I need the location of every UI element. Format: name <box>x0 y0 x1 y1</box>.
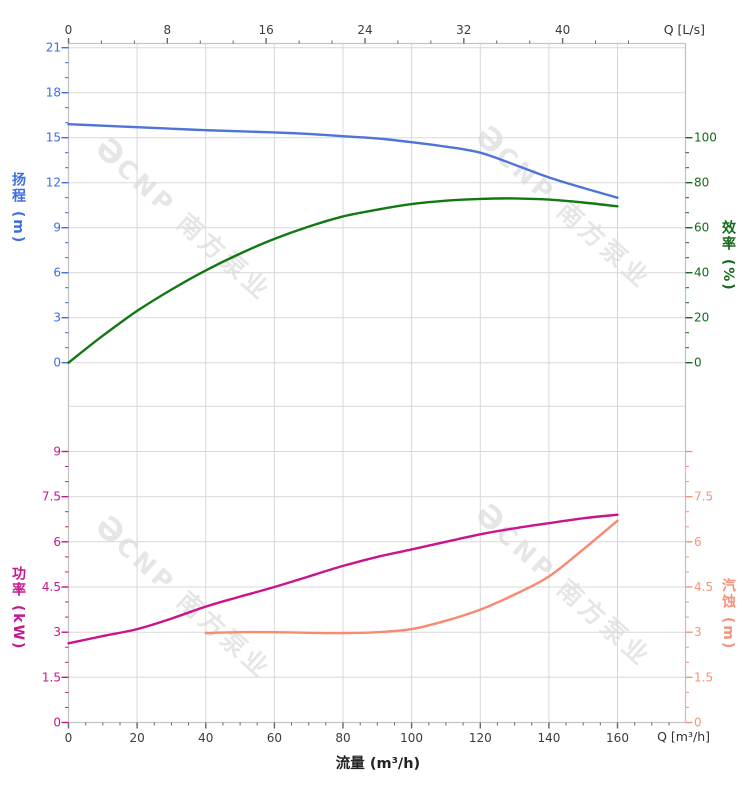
svg-text:3: 3 <box>694 625 702 639</box>
svg-text:0: 0 <box>694 356 702 370</box>
svg-text:12: 12 <box>46 176 61 190</box>
head-axis-tick-labels: 0 3 6 9 12 15 18 21 <box>46 41 61 370</box>
head-axis-title: 扬程 (m) <box>10 172 26 245</box>
svg-text:32: 32 <box>456 23 471 37</box>
svg-text:40: 40 <box>555 23 570 37</box>
top-axis-ticks <box>67 38 629 44</box>
svg-text:21: 21 <box>46 41 61 55</box>
svg-text:140: 140 <box>537 731 560 745</box>
svg-text:15: 15 <box>46 131 61 145</box>
svg-text:3: 3 <box>53 311 61 325</box>
svg-text:160: 160 <box>606 731 629 745</box>
svg-text:120: 120 <box>469 731 492 745</box>
svg-text:0: 0 <box>694 716 702 730</box>
svg-text:0: 0 <box>65 23 73 37</box>
bottom-axis-tick-labels: 0 20 40 60 80 100 120 140 160 <box>65 731 629 745</box>
head-curve <box>67 123 619 199</box>
svg-text:7.5: 7.5 <box>42 490 61 504</box>
bottom-axis-ticks <box>67 722 670 729</box>
head-axis-ticks <box>61 47 69 364</box>
svg-text:6: 6 <box>53 535 61 549</box>
power-axis-tick-labels: 0 1.5 3 4.5 6 7.5 9 <box>42 445 61 730</box>
svg-text:100: 100 <box>400 731 423 745</box>
svg-text:0: 0 <box>53 356 61 370</box>
gridlines <box>68 43 686 723</box>
svg-text:6: 6 <box>53 266 61 280</box>
efficiency-axis-ticks <box>685 136 693 364</box>
npsh-axis-title: 汽蚀 (m) <box>720 578 736 651</box>
npsh-axis-tick-labels: 0 1.5 3 4.5 6 7.5 <box>694 490 713 730</box>
svg-text:4.5: 4.5 <box>694 580 713 594</box>
svg-text:80: 80 <box>694 176 709 190</box>
svg-text:0: 0 <box>53 716 61 730</box>
svg-text:9: 9 <box>53 221 61 235</box>
top-axis-unit-label: Q [L/s] <box>663 22 705 37</box>
svg-text:60: 60 <box>694 221 709 235</box>
svg-text:16: 16 <box>258 23 273 37</box>
power-curve <box>67 513 619 645</box>
top-axis-tick-labels: 0 8 16 24 32 40 <box>65 23 571 37</box>
efficiency-curve <box>67 197 619 364</box>
svg-text:20: 20 <box>694 311 709 325</box>
power-axis-title: 功率 (kW) <box>10 566 26 651</box>
svg-text:18: 18 <box>46 86 61 100</box>
bottom-axis-unit-label: Q [m³/h] <box>657 729 710 744</box>
svg-text:4.5: 4.5 <box>42 580 61 594</box>
npsh-curve <box>204 519 619 635</box>
plot-border <box>67 42 687 724</box>
svg-text:6: 6 <box>694 535 702 549</box>
flow-axis-title: 流量 (m³/h) <box>335 756 421 772</box>
npsh-axis-ticks <box>685 450 693 724</box>
svg-text:100: 100 <box>694 131 717 145</box>
svg-text:0: 0 <box>65 731 73 745</box>
svg-text:1.5: 1.5 <box>694 670 713 684</box>
svg-text:9: 9 <box>53 445 61 459</box>
svg-text:8: 8 <box>163 23 171 37</box>
efficiency-axis-title: 效率 (%) <box>720 220 736 292</box>
svg-text:24: 24 <box>357 23 372 37</box>
svg-text:40: 40 <box>694 266 709 280</box>
svg-text:20: 20 <box>129 731 144 745</box>
efficiency-axis-tick-labels: 0 20 40 60 80 100 <box>694 131 717 370</box>
svg-text:40: 40 <box>198 731 213 745</box>
power-axis-ticks <box>61 450 69 724</box>
svg-text:60: 60 <box>267 731 282 745</box>
svg-text:7.5: 7.5 <box>694 490 713 504</box>
svg-text:1.5: 1.5 <box>42 670 61 684</box>
svg-text:80: 80 <box>335 731 350 745</box>
svg-text:3: 3 <box>53 625 61 639</box>
